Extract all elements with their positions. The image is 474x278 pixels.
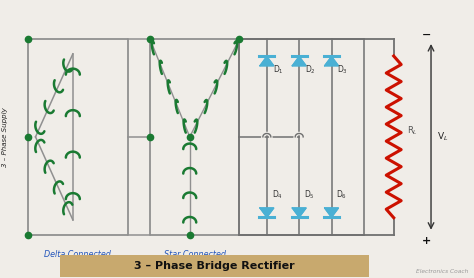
Text: +: + bbox=[421, 236, 431, 246]
Text: V$_L$: V$_L$ bbox=[437, 131, 448, 143]
Text: −: − bbox=[421, 30, 431, 40]
Text: R$_L$: R$_L$ bbox=[407, 124, 418, 137]
Text: D$_4$: D$_4$ bbox=[272, 188, 283, 201]
Polygon shape bbox=[292, 208, 306, 217]
Polygon shape bbox=[325, 56, 338, 66]
Text: 3 – Phase Supply: 3 – Phase Supply bbox=[2, 107, 8, 167]
Text: Star Connected
Secondary: Star Connected Secondary bbox=[164, 250, 226, 269]
Text: 3 – Phase Bridge Rectifier: 3 – Phase Bridge Rectifier bbox=[134, 261, 295, 271]
Polygon shape bbox=[292, 56, 306, 66]
Polygon shape bbox=[325, 208, 338, 217]
Text: D$_5$: D$_5$ bbox=[304, 188, 315, 201]
FancyBboxPatch shape bbox=[60, 255, 369, 277]
Text: Electronics Coach: Electronics Coach bbox=[416, 269, 468, 274]
Text: D$_2$: D$_2$ bbox=[305, 63, 316, 76]
Polygon shape bbox=[260, 56, 274, 66]
Text: D$_6$: D$_6$ bbox=[337, 188, 347, 201]
Polygon shape bbox=[260, 208, 274, 217]
Text: Delta Connected
Primary: Delta Connected Primary bbox=[45, 250, 111, 269]
Text: D$_3$: D$_3$ bbox=[337, 63, 348, 76]
Text: D$_1$: D$_1$ bbox=[273, 63, 283, 76]
